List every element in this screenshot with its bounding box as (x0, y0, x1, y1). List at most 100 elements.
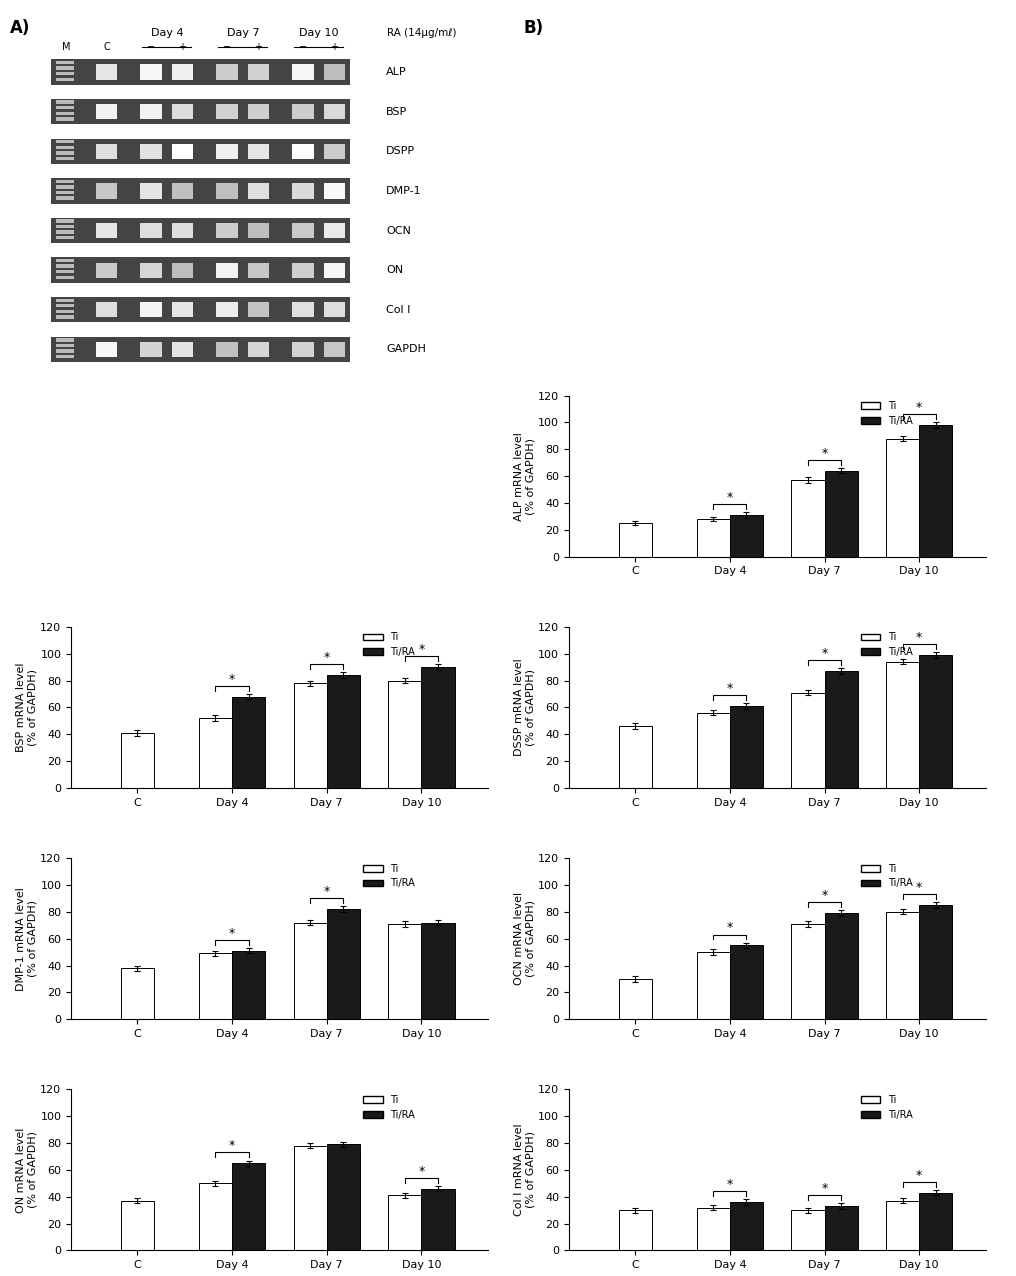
FancyBboxPatch shape (96, 144, 117, 160)
Bar (327, 909, 360, 1020)
Bar (919, 905, 952, 1020)
FancyBboxPatch shape (216, 105, 238, 120)
Text: *: * (726, 921, 733, 934)
Text: RA (14μg/mℓ): RA (14μg/mℓ) (387, 28, 456, 38)
FancyBboxPatch shape (324, 342, 345, 357)
Bar (697, 713, 729, 787)
FancyBboxPatch shape (96, 184, 117, 199)
FancyBboxPatch shape (172, 223, 193, 239)
Bar (919, 655, 952, 787)
Bar (121, 732, 154, 787)
Legend: Ti, Ti/RA: Ti, Ti/RA (360, 860, 419, 892)
FancyBboxPatch shape (140, 105, 162, 120)
Bar (729, 516, 763, 556)
FancyBboxPatch shape (57, 259, 74, 263)
Bar (619, 523, 652, 556)
FancyBboxPatch shape (140, 65, 162, 79)
FancyBboxPatch shape (57, 185, 74, 189)
FancyBboxPatch shape (57, 71, 74, 75)
Text: *: * (822, 1182, 828, 1196)
Text: *: * (726, 491, 733, 504)
Text: ALP: ALP (386, 68, 406, 77)
Text: *: * (419, 1165, 425, 1178)
FancyBboxPatch shape (324, 223, 345, 239)
Bar (294, 1146, 327, 1250)
FancyBboxPatch shape (51, 139, 351, 165)
FancyBboxPatch shape (57, 276, 74, 279)
FancyBboxPatch shape (172, 184, 193, 199)
FancyBboxPatch shape (248, 302, 269, 318)
Bar (121, 1201, 154, 1250)
Bar (232, 697, 265, 787)
Bar (729, 946, 763, 1020)
Text: A): A) (10, 19, 30, 37)
Text: M: M (62, 42, 70, 52)
Bar (232, 951, 265, 1020)
FancyBboxPatch shape (248, 144, 269, 160)
FancyBboxPatch shape (293, 184, 314, 199)
Text: Col I: Col I (386, 305, 410, 315)
FancyBboxPatch shape (57, 197, 74, 200)
FancyBboxPatch shape (140, 223, 162, 239)
FancyBboxPatch shape (57, 106, 74, 110)
Bar (729, 1202, 763, 1250)
FancyBboxPatch shape (140, 184, 162, 199)
FancyBboxPatch shape (293, 105, 314, 120)
FancyBboxPatch shape (96, 342, 117, 357)
Bar (825, 1206, 858, 1250)
FancyBboxPatch shape (57, 152, 74, 154)
FancyBboxPatch shape (57, 350, 74, 352)
Text: −: − (147, 42, 155, 52)
FancyBboxPatch shape (57, 315, 74, 319)
Bar (199, 1183, 232, 1250)
Text: *: * (916, 1169, 923, 1182)
Bar (422, 923, 454, 1020)
Bar (825, 671, 858, 787)
FancyBboxPatch shape (140, 263, 162, 278)
Text: *: * (822, 647, 828, 660)
Text: +: + (330, 42, 338, 52)
FancyBboxPatch shape (293, 302, 314, 318)
FancyBboxPatch shape (324, 302, 345, 318)
FancyBboxPatch shape (324, 144, 345, 160)
Bar (121, 968, 154, 1020)
Y-axis label: DSSP mRNA level
(% of GAPDH): DSSP mRNA level (% of GAPDH) (514, 658, 535, 757)
Text: −: − (224, 42, 232, 52)
Text: *: * (822, 447, 828, 459)
FancyBboxPatch shape (324, 105, 345, 120)
Bar (199, 718, 232, 787)
Bar (697, 952, 729, 1020)
FancyBboxPatch shape (57, 145, 74, 149)
Bar (791, 1210, 825, 1250)
FancyBboxPatch shape (293, 263, 314, 278)
FancyBboxPatch shape (57, 66, 74, 70)
Legend: Ti, Ti/RA: Ti, Ti/RA (360, 1091, 419, 1124)
Text: *: * (916, 880, 923, 894)
Text: C: C (103, 42, 110, 52)
FancyBboxPatch shape (248, 105, 269, 120)
FancyBboxPatch shape (248, 65, 269, 79)
Bar (422, 667, 454, 787)
FancyBboxPatch shape (57, 355, 74, 359)
FancyBboxPatch shape (216, 184, 238, 199)
Text: ON: ON (386, 265, 403, 276)
FancyBboxPatch shape (140, 342, 162, 357)
FancyBboxPatch shape (96, 223, 117, 239)
Text: OCN: OCN (386, 226, 410, 236)
Bar (422, 1189, 454, 1250)
FancyBboxPatch shape (57, 61, 74, 64)
FancyBboxPatch shape (96, 65, 117, 79)
FancyBboxPatch shape (248, 263, 269, 278)
Text: *: * (916, 401, 923, 413)
Text: *: * (324, 651, 330, 664)
FancyBboxPatch shape (57, 180, 74, 182)
FancyBboxPatch shape (57, 78, 74, 80)
FancyBboxPatch shape (248, 223, 269, 239)
Bar (886, 912, 919, 1020)
FancyBboxPatch shape (293, 65, 314, 79)
Text: *: * (229, 672, 235, 685)
Legend: Ti, Ti/RA: Ti, Ti/RA (858, 629, 916, 661)
FancyBboxPatch shape (51, 218, 351, 244)
Bar (729, 706, 763, 787)
FancyBboxPatch shape (140, 144, 162, 160)
